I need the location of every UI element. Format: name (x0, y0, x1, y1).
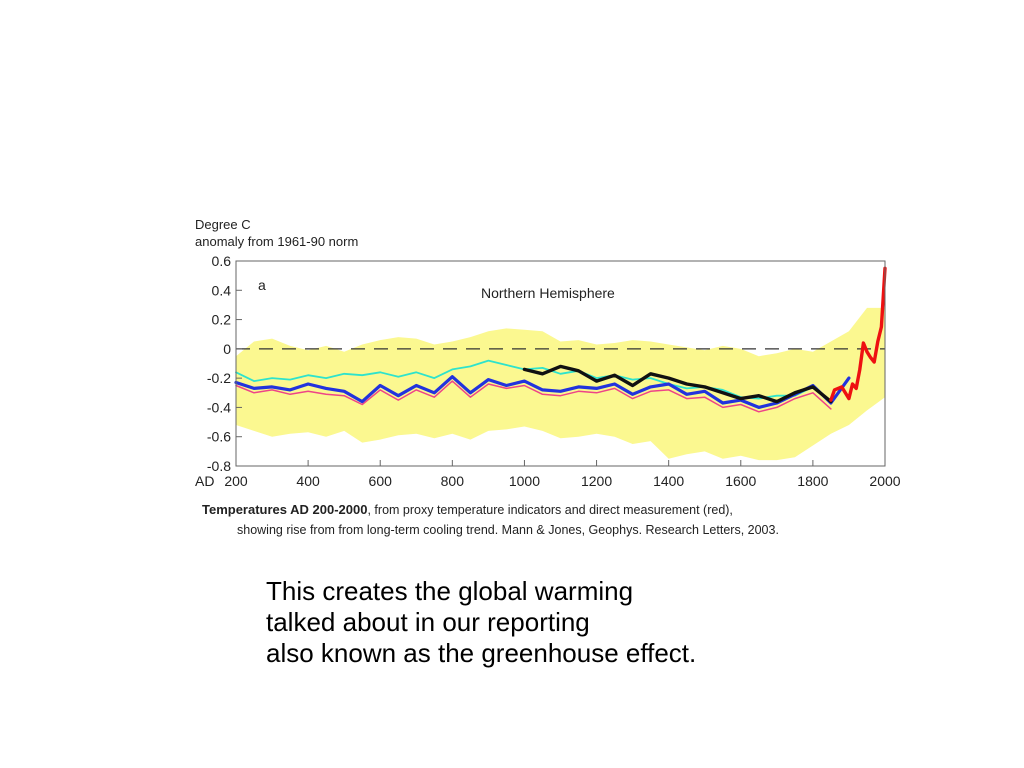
x-tick-label: 1000 (509, 473, 540, 489)
caption-text-1: , from proxy temperature indicators and … (367, 503, 732, 517)
series-line-2 (235, 380, 832, 413)
y-tick-label: -0.6 (207, 429, 231, 445)
y-tick-label: 0.6 (212, 253, 232, 269)
panel-letter: a (258, 277, 266, 293)
caption-title: Temperatures AD 200-2000 (202, 502, 367, 517)
body-text-line-1: This creates the global warming (266, 576, 634, 606)
body-text: This creates the global warming talked a… (266, 576, 696, 669)
y-axis-label-line2: anomaly from 1961-90 norm (195, 234, 358, 249)
caption-line1: Temperatures AD 200-2000, from proxy tem… (202, 502, 733, 517)
plot-area (234, 260, 887, 467)
x-tick-label: 2000 (869, 473, 900, 489)
temperature-chart: Degree C anomaly from 1961-90 norm 0.6 0.… (195, 217, 901, 537)
x-tick-label: 1200 (581, 473, 612, 489)
y-tick-label: -0.4 (207, 399, 231, 415)
x-tick-label: 800 (441, 473, 465, 489)
series-line-3 (234, 375, 851, 409)
series-line-1 (235, 359, 832, 403)
plot-frame (235, 260, 886, 467)
y-tick-label: 0 (223, 341, 231, 357)
caption-text-2: showing rise from from long-term cooling… (237, 523, 779, 537)
x-tick-label: 600 (369, 473, 393, 489)
x-tick-label: 200 (224, 473, 248, 489)
x-tick-label: 400 (296, 473, 320, 489)
uncertainty-band (236, 307, 885, 461)
y-tick-label: 0.4 (212, 282, 232, 298)
x-axis-prefix: AD (195, 473, 214, 489)
body-text-line-2: talked about in our reporting (266, 607, 590, 637)
body-text-line-3: also known as the greenhouse effect. (266, 638, 697, 668)
series-line-4 (522, 364, 833, 404)
panel-title: Northern Hemisphere (481, 285, 615, 301)
y-tick-label: -0.2 (207, 370, 231, 386)
y-tick-label: 0.2 (212, 312, 232, 328)
y-axis-label-line1: Degree C (195, 217, 251, 232)
y-tick-label: -0.8 (207, 458, 231, 474)
series-line-5 (829, 266, 887, 402)
x-tick-label: 1800 (797, 473, 828, 489)
x-tick-label: 1400 (653, 473, 684, 489)
x-tick-label: 1600 (725, 473, 756, 489)
